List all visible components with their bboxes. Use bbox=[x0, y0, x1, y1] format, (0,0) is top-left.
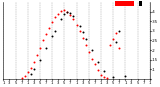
Point bbox=[20, 77, 23, 79]
Point bbox=[115, 32, 117, 33]
Point bbox=[51, 35, 53, 36]
Point bbox=[26, 71, 29, 73]
Point bbox=[109, 45, 111, 46]
Point bbox=[32, 61, 35, 62]
Point bbox=[36, 54, 38, 56]
Point bbox=[23, 75, 26, 77]
Point bbox=[60, 10, 63, 11]
Point bbox=[78, 25, 81, 27]
Point bbox=[45, 33, 47, 34]
Point bbox=[84, 38, 87, 39]
Point bbox=[72, 16, 75, 17]
Point bbox=[63, 13, 66, 14]
Point bbox=[84, 45, 87, 46]
Point bbox=[81, 37, 84, 38]
Point bbox=[72, 19, 75, 20]
Point bbox=[78, 30, 81, 32]
Point bbox=[29, 73, 32, 75]
Point bbox=[91, 58, 93, 59]
Point bbox=[87, 51, 90, 53]
Point bbox=[60, 19, 63, 20]
Point bbox=[97, 70, 99, 71]
Point bbox=[57, 13, 60, 14]
Point bbox=[51, 22, 53, 23]
Point bbox=[39, 47, 41, 49]
Point bbox=[112, 76, 114, 78]
Point bbox=[91, 49, 93, 51]
Point bbox=[75, 24, 78, 26]
Point bbox=[32, 69, 35, 70]
Point bbox=[54, 17, 56, 18]
Point bbox=[94, 64, 96, 65]
Point bbox=[118, 47, 120, 49]
Point bbox=[66, 11, 69, 12]
Point bbox=[115, 42, 117, 43]
Point bbox=[29, 68, 32, 69]
Point bbox=[69, 14, 72, 15]
Point bbox=[118, 30, 120, 32]
Point bbox=[97, 61, 99, 62]
Point bbox=[103, 70, 105, 72]
Point bbox=[112, 38, 114, 39]
Point bbox=[81, 31, 84, 33]
Point bbox=[54, 30, 56, 32]
Point bbox=[100, 74, 102, 76]
Point bbox=[69, 12, 72, 13]
Point bbox=[124, 75, 127, 77]
Point bbox=[42, 40, 44, 41]
Point bbox=[45, 47, 47, 49]
Point bbox=[39, 59, 41, 60]
Point bbox=[63, 9, 66, 10]
Point bbox=[66, 11, 69, 12]
Point bbox=[103, 76, 105, 78]
Point bbox=[48, 27, 50, 29]
Point bbox=[106, 77, 108, 79]
